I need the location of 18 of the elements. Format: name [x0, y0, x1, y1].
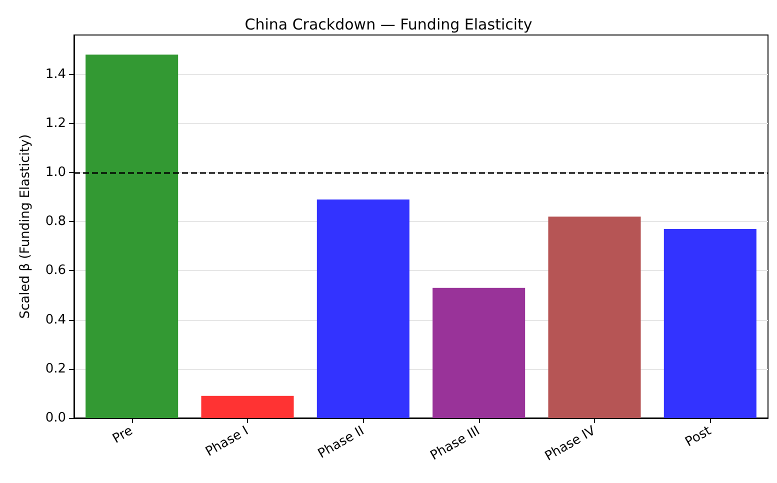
bar	[664, 228, 756, 418]
y-axis-title: Scaled β (Funding Elasticity)	[18, 134, 33, 319]
bar	[201, 396, 294, 418]
x-tick-label: Pre	[110, 424, 136, 447]
x-tick-label: Post	[682, 424, 714, 450]
chart-title: China Crackdown — Funding Elasticity	[244, 16, 532, 34]
bar	[548, 216, 641, 418]
bar	[432, 288, 526, 418]
y-tick-label: 0.0	[45, 410, 66, 426]
y-tick-label: 1.2	[45, 116, 66, 131]
y-tick-label: 1.0	[45, 164, 66, 180]
bar	[86, 54, 178, 418]
y-tick-label: 0.8	[45, 214, 66, 230]
y-tick-label: 0.4	[45, 312, 66, 328]
y-tick-label: 0.2	[45, 361, 66, 376]
bar	[316, 199, 410, 418]
y-tick-label: 1.4	[45, 66, 66, 82]
y-tick-label: 0.6	[45, 263, 66, 278]
